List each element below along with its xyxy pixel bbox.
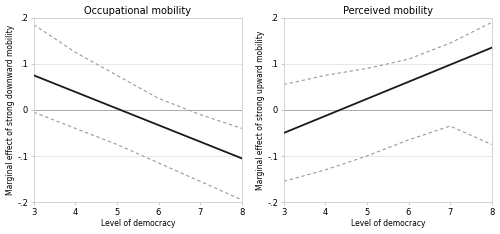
X-axis label: Level of democracy: Level of democracy xyxy=(100,219,175,228)
Title: Occupational mobility: Occupational mobility xyxy=(84,6,192,15)
Y-axis label: Marginal effect of strong downward mobility: Marginal effect of strong downward mobil… xyxy=(6,25,15,195)
Title: Perceived mobility: Perceived mobility xyxy=(343,6,433,15)
X-axis label: Level of democracy: Level of democracy xyxy=(350,219,425,228)
Y-axis label: Marginal effect of strong upward mobility: Marginal effect of strong upward mobilit… xyxy=(256,30,264,190)
